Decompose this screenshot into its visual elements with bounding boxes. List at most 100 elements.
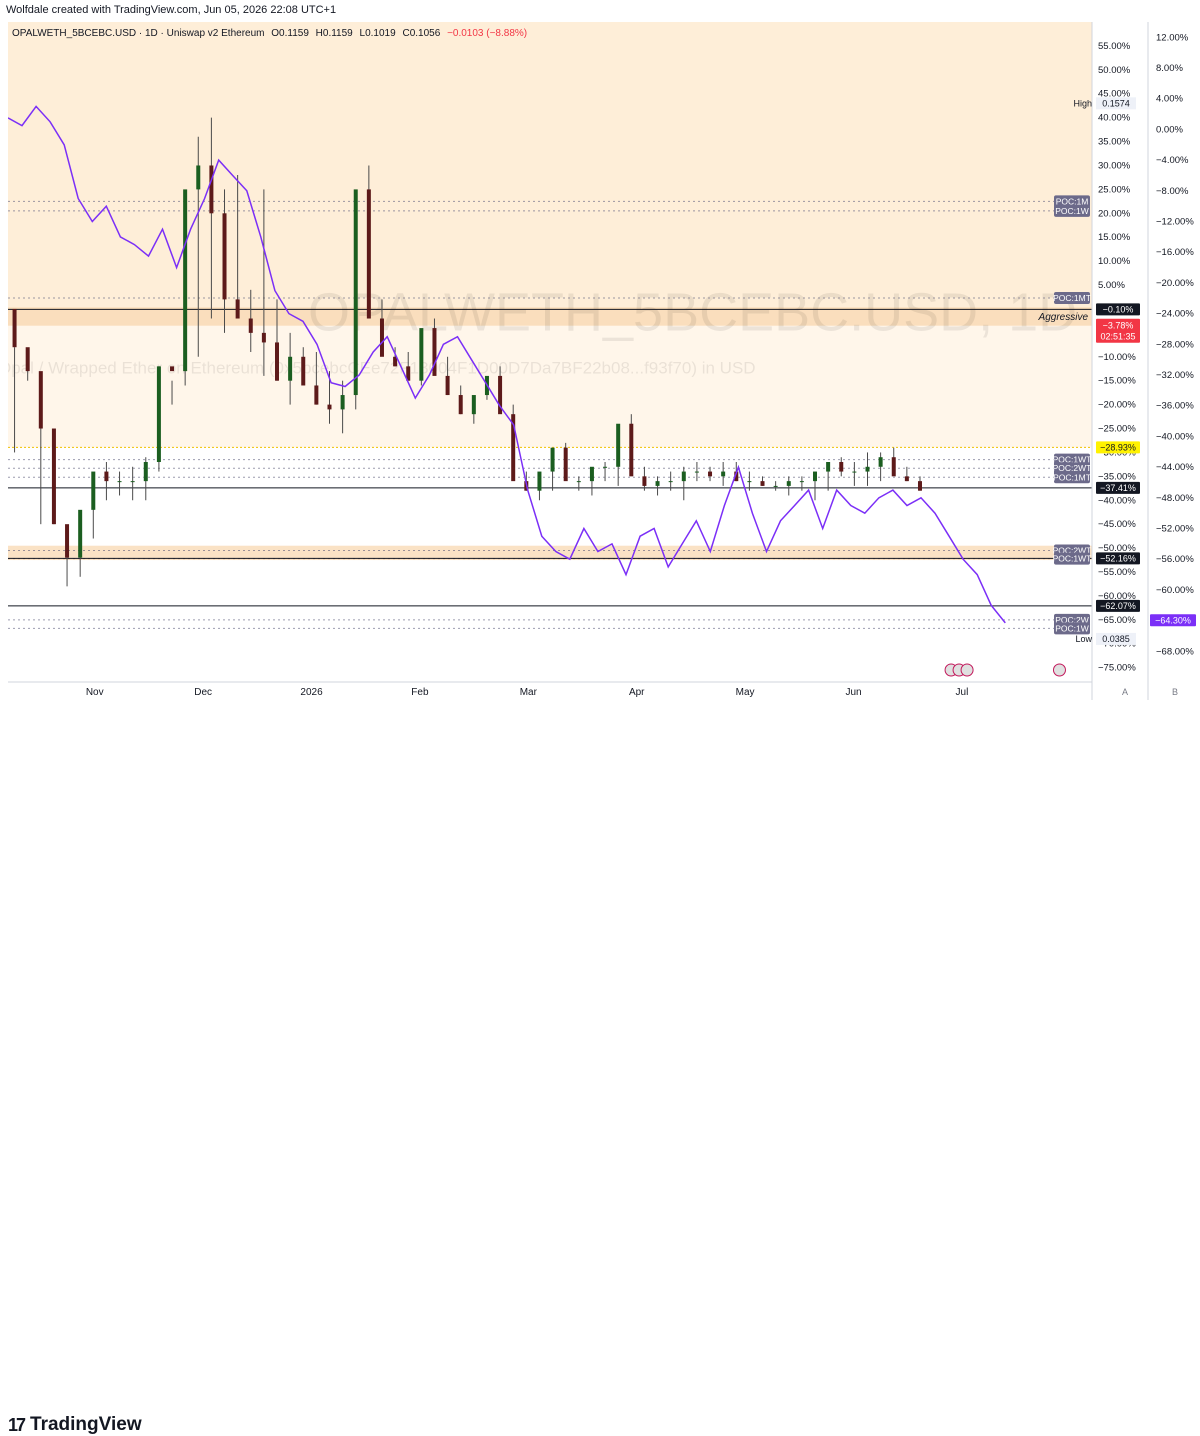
price-marker-value: 0.0385 xyxy=(1102,634,1130,644)
candle-body xyxy=(143,462,148,482)
candle-body xyxy=(366,189,371,319)
candle-body xyxy=(668,481,673,483)
percent-tick-label: −15.00% xyxy=(1098,376,1136,387)
percent-tick-label: 15.00% xyxy=(1098,232,1131,243)
price-chart[interactable]: OPALWETH_5BCEBC.USD, 1D Opal / Wrapped Et… xyxy=(8,22,1200,702)
candle-body xyxy=(550,447,555,472)
x-tick-label: 2026 xyxy=(300,687,323,698)
candle-body xyxy=(655,481,660,486)
secondary-tick-label: −56.00% xyxy=(1156,554,1194,565)
candle-body xyxy=(826,462,831,472)
candle-body xyxy=(537,471,542,491)
x-tick-label: Jun xyxy=(845,687,861,698)
candle-body xyxy=(576,481,581,483)
percent-tick-label: −50.00% xyxy=(1098,543,1136,554)
watermark-symbol: OPALWETH_5BCEBC.USD, 1D xyxy=(308,282,1077,342)
last-price-percent: −3.78% xyxy=(1103,321,1134,331)
legend-open: O0.1159 xyxy=(271,28,309,39)
candle-body xyxy=(65,524,70,558)
upper-zone xyxy=(8,22,1092,310)
percent-tick-label: −20.00% xyxy=(1098,400,1136,411)
poc-label-text: POC:2WT xyxy=(1053,545,1092,555)
candle-body xyxy=(12,308,17,348)
secondary-tick-label: −48.00% xyxy=(1156,493,1194,504)
candle-body xyxy=(327,404,332,410)
candle-body xyxy=(629,423,634,477)
overlay-line xyxy=(8,105,1006,624)
poc-label-text: POC:2W xyxy=(1055,615,1089,625)
tradingview-logo[interactable]: 17 TradingView xyxy=(8,1414,142,1436)
percent-tick-label: 25.00% xyxy=(1098,184,1131,195)
candle-body xyxy=(78,509,83,558)
candle-body xyxy=(603,466,608,468)
poc-label-text: POC:1M xyxy=(1056,196,1089,206)
secondary-tick-label: −12.00% xyxy=(1156,217,1194,228)
percent-tick-label: −10.00% xyxy=(1098,352,1136,363)
percent-tick-label: −25.00% xyxy=(1098,424,1136,435)
percent-tick-label: 55.00% xyxy=(1098,41,1131,52)
axis-letter: A xyxy=(1122,687,1128,697)
secondary-tick-label: −40.00% xyxy=(1156,431,1194,442)
candle-body xyxy=(275,342,280,381)
secondary-tick-label: −28.00% xyxy=(1156,339,1194,350)
poc-label-box xyxy=(1054,195,1090,208)
poc-label-box xyxy=(1054,471,1090,484)
legend-close: C0.1056 xyxy=(402,28,441,39)
candle-body xyxy=(156,366,161,462)
x-tick-label: Nov xyxy=(86,687,104,698)
candle-body xyxy=(563,447,568,482)
level-value-text: −52.16% xyxy=(1100,553,1136,563)
footer: 17 TradingView xyxy=(0,700,1200,1435)
candle-body xyxy=(642,476,647,486)
poc-label-box xyxy=(1054,462,1090,475)
candle-body xyxy=(51,428,56,525)
secondary-tick-label: −52.00% xyxy=(1156,524,1194,535)
poc-label-text: POC:1WT xyxy=(1053,554,1092,564)
secondary-tick-label: 8.00% xyxy=(1156,63,1183,74)
candle-body xyxy=(130,481,135,483)
price-marker-label: High xyxy=(1073,98,1092,108)
percent-tick-label: −65.00% xyxy=(1098,615,1136,626)
candle-body xyxy=(471,395,476,415)
candle-body xyxy=(209,165,214,214)
poc-label-text: POC:2WT xyxy=(1053,463,1092,473)
candle-body xyxy=(734,471,739,482)
level-value-box xyxy=(1096,552,1140,565)
percent-tick-label: −75.00% xyxy=(1098,663,1136,674)
legend-low: L0.1019 xyxy=(359,28,396,39)
poc-label-text: POC:1MT xyxy=(1053,293,1091,303)
secondary-tick-label: −44.00% xyxy=(1156,462,1194,473)
candle-body xyxy=(813,471,818,482)
percent-tick-label: 30.00% xyxy=(1098,160,1131,171)
legend-change: −0.0103 (−8.88%) xyxy=(447,28,528,39)
level-value-text: −0.10% xyxy=(1103,304,1134,314)
candle-body xyxy=(340,395,345,410)
candle-body xyxy=(117,481,122,483)
percent-tick-label: −60.00% xyxy=(1098,591,1136,602)
event-flag-icon xyxy=(960,663,974,677)
level-annotation: Aggressive xyxy=(1038,312,1089,323)
percent-tick-label: −40.00% xyxy=(1098,495,1136,506)
chart-area[interactable]: OPALWETH_5BCEBC.USD, 1D Opal / Wrapped Et… xyxy=(8,22,1196,702)
x-tick-label: Apr xyxy=(629,687,645,698)
candle-body xyxy=(458,395,463,415)
candle-body xyxy=(170,366,175,372)
candle-body xyxy=(235,299,240,319)
candle-body xyxy=(681,471,686,482)
price-marker-value: 0.1574 xyxy=(1102,98,1130,108)
top-bar: Wolfdale created with TradingView.com, J… xyxy=(0,0,1200,22)
percent-tick-label: 35.00% xyxy=(1098,137,1131,148)
countdown-timer: 02:51:35 xyxy=(1100,332,1135,342)
poc-label-text: POC:1W xyxy=(1055,623,1089,633)
author-line: Wolfdale created with TradingView.com, J… xyxy=(6,4,337,16)
candle-body xyxy=(261,332,266,343)
candle-body xyxy=(747,481,752,483)
candle-body xyxy=(301,356,306,386)
tradingview-logo-icon: 17 xyxy=(8,1414,26,1435)
secondary-tick-label: −60.00% xyxy=(1156,585,1194,596)
level-value-box xyxy=(1096,303,1140,316)
candle-body xyxy=(773,485,778,487)
candle-body xyxy=(91,471,96,510)
candle-body xyxy=(432,328,437,376)
candle-body xyxy=(694,471,699,473)
